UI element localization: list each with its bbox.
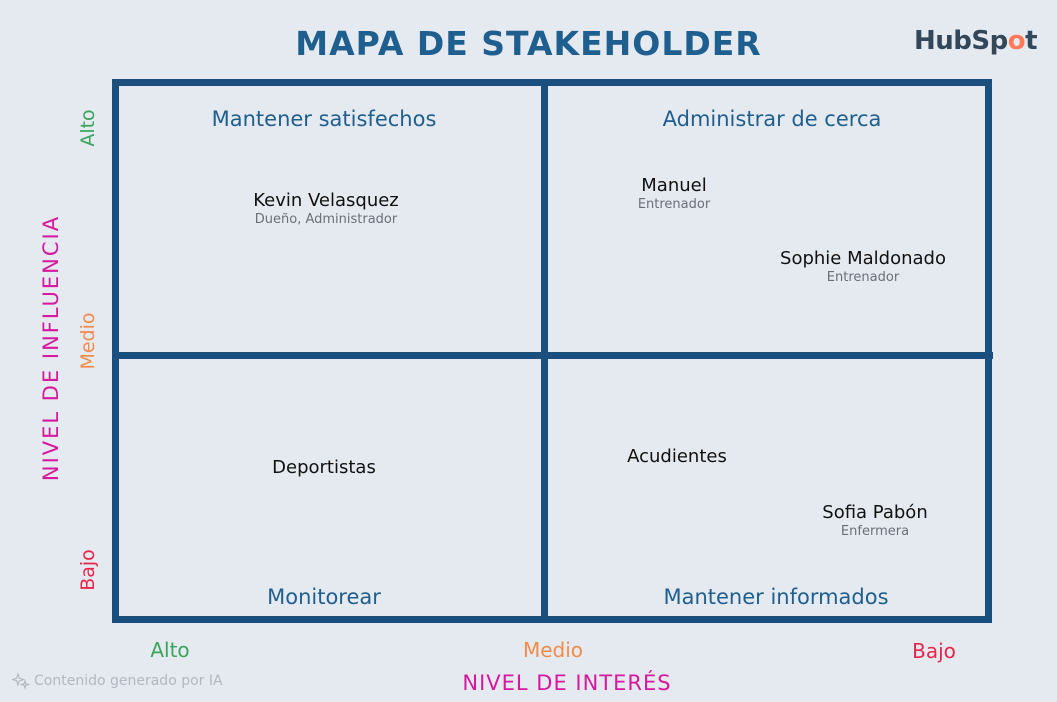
y-tick-medio: Medio	[77, 312, 99, 370]
stakeholder-sofia-pabon: Sofia Pabón Enfermera	[822, 502, 927, 540]
stakeholder-name: Manuel	[641, 175, 707, 196]
stakeholder-name: Acudientes	[627, 446, 727, 467]
hubspot-logo-text-end: t	[1025, 26, 1038, 56]
quadrant-title-manage-closely: Administrar de cerca	[662, 107, 882, 131]
stakeholder-kevin-velasquez: Kevin Velasquez Dueño, Administrador	[253, 190, 399, 228]
stakeholder-manuel: Manuel Entrenador	[638, 175, 710, 213]
y-tick-alto: Alto	[77, 109, 99, 147]
stakeholder-matrix	[112, 79, 992, 623]
stakeholder-role: Enfermera	[840, 524, 910, 539]
hubspot-logo-sprocket: o	[1007, 26, 1026, 56]
stakeholder-name: Kevin Velasquez	[253, 190, 399, 211]
quadrant-title-monitor: Monitorear	[267, 585, 381, 609]
ai-generated-note: Contenido generado por IA	[12, 672, 223, 690]
stakeholder-name: Deportistas	[272, 457, 376, 478]
stakeholder-name: Sofia Pabón	[822, 502, 928, 523]
matrix-horizontal-divider	[117, 352, 993, 359]
quadrant-title-keep-informed: Mantener informados	[663, 585, 889, 609]
page-title: MAPA DE STAKEHOLDER	[295, 24, 762, 63]
x-tick-bajo: Bajo	[912, 639, 956, 663]
ai-note-text: Contenido generado por IA	[34, 673, 223, 689]
x-tick-alto: Alto	[150, 638, 190, 662]
stakeholder-deportistas: Deportistas	[272, 457, 376, 479]
stakeholder-role: Entrenador	[826, 270, 900, 285]
hubspot-logo: HubSpot	[914, 26, 1038, 56]
quadrant-title-keep-satisfied: Mantener satisfechos	[211, 107, 437, 131]
stakeholder-role: Entrenador	[637, 197, 711, 212]
stakeholder-acudientes: Acudientes	[627, 446, 727, 468]
ai-sparkle-icon	[12, 672, 30, 690]
y-tick-bajo: Bajo	[77, 549, 99, 591]
x-tick-medio: Medio	[522, 638, 584, 662]
hubspot-logo-text-start: HubSp	[914, 26, 1008, 56]
stakeholder-sophie-maldonado: Sophie Maldonado Entrenador	[780, 248, 946, 286]
y-axis-label: NIVEL DE INFLUENCIA	[39, 214, 63, 482]
stakeholder-name: Sophie Maldonado	[780, 248, 946, 269]
stakeholder-role: Dueño, Administrador	[254, 212, 398, 227]
x-axis-label: NIVEL DE INTERÉS	[462, 671, 672, 695]
